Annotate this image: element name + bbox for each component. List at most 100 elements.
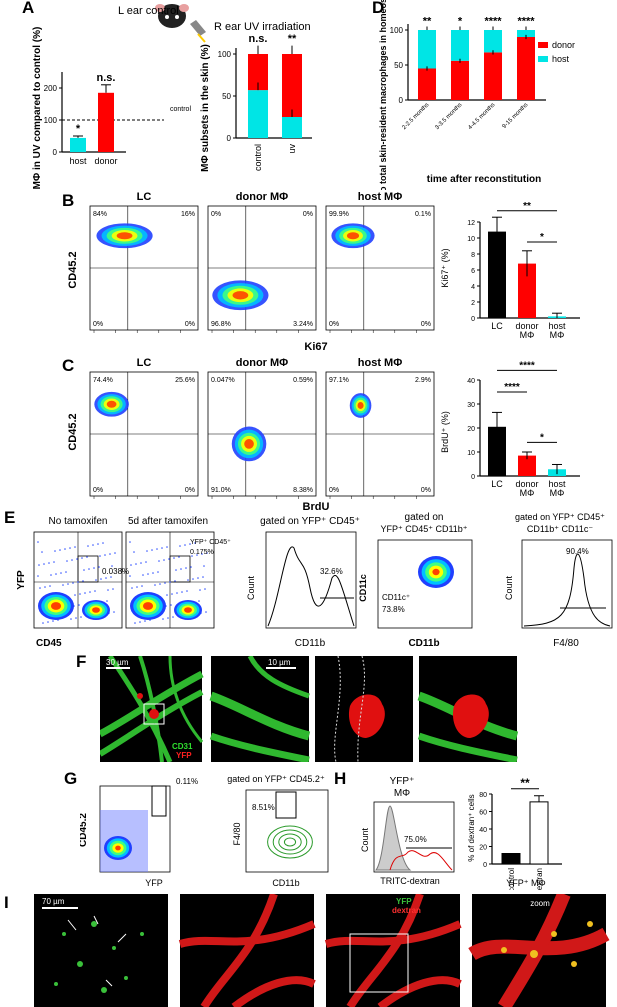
g-dot-density bbox=[115, 845, 121, 851]
b-bar-bar bbox=[488, 231, 506, 318]
e-dot-gate bbox=[77, 555, 99, 583]
a1-sig: n.s. bbox=[97, 72, 116, 84]
e-dot-event bbox=[169, 581, 171, 583]
mouse-right-label: R ear UV irradiation bbox=[214, 21, 311, 33]
e-dot-event bbox=[55, 573, 57, 575]
b-bar-ytick-label: 4 bbox=[471, 284, 475, 291]
e-dot-event bbox=[180, 568, 182, 570]
h-bar bbox=[529, 801, 549, 865]
h-bar-ytick-label: 0 bbox=[483, 862, 487, 869]
e-dot-event bbox=[145, 561, 147, 563]
e-dot-event bbox=[194, 542, 196, 544]
g-contour-gate bbox=[275, 791, 297, 819]
a2-bar-host bbox=[282, 117, 302, 138]
c-flow-density bbox=[106, 400, 117, 408]
c-bar-category: host bbox=[548, 479, 566, 489]
panel-d: 0 50 100 ** 2-2.5 months * 3-3.5 months **** 4-4… bbox=[378, 0, 575, 190]
b-bar-category: host bbox=[548, 321, 566, 331]
e-dot-event bbox=[197, 577, 199, 579]
e-dot-event bbox=[187, 579, 189, 581]
e-dot3-gate: CD11c⁺ bbox=[382, 593, 410, 602]
quad-ll: 91.0% bbox=[211, 487, 231, 494]
g-dot-gate bbox=[151, 785, 167, 817]
g-contour bbox=[267, 825, 313, 859]
panel-label-b: B bbox=[62, 191, 75, 210]
e-dot-event bbox=[83, 569, 85, 571]
c-flow-title: donor MΦ bbox=[236, 357, 288, 369]
c-bar-category: MΦ bbox=[550, 488, 565, 498]
e-dot-event bbox=[74, 546, 76, 548]
e-hist2-title2: CD11b⁺ CD11c⁻ bbox=[527, 524, 593, 534]
quad-ur: 2.9% bbox=[415, 377, 431, 384]
d-sig: **** bbox=[517, 16, 535, 28]
e-title2: 5d after tamoxifen bbox=[128, 516, 208, 527]
a1-control-label: control bbox=[170, 106, 191, 113]
b-bar-ytick-label: 8 bbox=[471, 252, 475, 259]
i-legend-yfp: YFP bbox=[396, 897, 412, 906]
panel-label-a: A bbox=[22, 0, 35, 17]
e-hist1-count: Count bbox=[246, 576, 256, 601]
e-dot-event bbox=[170, 604, 172, 606]
g-contour bbox=[278, 833, 302, 851]
quad-ul: 0.047% bbox=[211, 377, 235, 384]
h-bar-ylabel: % of dextran⁺ cells bbox=[467, 794, 476, 861]
b-bar-category: MΦ bbox=[520, 330, 535, 340]
e-dot3-pct: 73.8% bbox=[382, 605, 405, 614]
d-bar-donor bbox=[451, 60, 469, 100]
d-legend-donor: donor bbox=[552, 40, 575, 50]
e-dot-event bbox=[71, 559, 73, 561]
panel-label-g: G bbox=[64, 769, 78, 788]
quad-lr: 3.24% bbox=[293, 321, 313, 328]
d-sig: ** bbox=[423, 16, 432, 28]
e-hist1 bbox=[265, 531, 357, 629]
e-dot3-title1: gated on bbox=[405, 512, 444, 523]
e-dot-event bbox=[38, 564, 40, 566]
e-dot-event bbox=[141, 585, 143, 587]
panel-label-c: C bbox=[62, 356, 75, 375]
b-bar-ytick-label: 2 bbox=[471, 300, 475, 307]
d-legend-host: host bbox=[552, 54, 570, 64]
e-dot-event bbox=[78, 604, 80, 606]
h-count: Count bbox=[360, 828, 370, 853]
e-hist1-curve bbox=[267, 546, 355, 627]
d-bar-host bbox=[484, 30, 502, 53]
b-bar-ylabel: Ki67⁺ (%) bbox=[440, 248, 450, 287]
e-dot-event bbox=[112, 588, 114, 590]
quad-ur: 25.6% bbox=[175, 377, 195, 384]
i-zoom: zoom bbox=[530, 899, 550, 908]
e-dot-event bbox=[50, 574, 52, 576]
e-dot-event bbox=[95, 579, 97, 581]
e-dot-event bbox=[94, 590, 96, 592]
e-dot-event bbox=[62, 584, 64, 586]
a2-ytick-label: 50 bbox=[222, 92, 231, 101]
e-dot-event bbox=[72, 582, 74, 584]
e-dot-event bbox=[106, 600, 108, 602]
e-hist2-pct: 90.4% bbox=[566, 547, 589, 556]
e-hist1-title: gated on YFP⁺ CD45⁺ bbox=[260, 516, 360, 527]
f-zoom-box bbox=[143, 703, 165, 725]
panel-g: 0.11% CD45.2 YFP gated on YFP⁺ CD45.2⁺ 8… bbox=[80, 774, 329, 888]
e-dot-event bbox=[70, 618, 72, 620]
c-bar-sig: * bbox=[540, 432, 544, 443]
c-bar-ytick-label: 10 bbox=[467, 450, 475, 457]
e-dot-density bbox=[142, 602, 154, 610]
e-dot-event bbox=[136, 586, 138, 588]
a2-category: uv bbox=[287, 144, 297, 154]
a2-sig: ** bbox=[288, 33, 297, 45]
quad-ur: 0.1% bbox=[415, 211, 431, 218]
e-dot-event bbox=[204, 588, 206, 590]
e-gate2: 0.175% bbox=[190, 549, 214, 556]
e-dot-event bbox=[184, 544, 186, 546]
e-dot-event bbox=[185, 567, 187, 569]
b-xlabel: Ki67 bbox=[304, 341, 327, 352]
h-bar-ytick-label: 40 bbox=[479, 827, 487, 834]
e-dot-event bbox=[113, 611, 115, 613]
e-dot-event bbox=[203, 565, 205, 567]
e-dot-event bbox=[74, 594, 76, 596]
e-dot-event bbox=[104, 554, 106, 556]
h-bar-ytick-label: 60 bbox=[479, 810, 487, 817]
quad-ur: 16% bbox=[181, 211, 195, 218]
e-dot-event bbox=[69, 547, 71, 549]
e-dot-event bbox=[166, 594, 168, 596]
e-dot-event bbox=[134, 622, 136, 624]
